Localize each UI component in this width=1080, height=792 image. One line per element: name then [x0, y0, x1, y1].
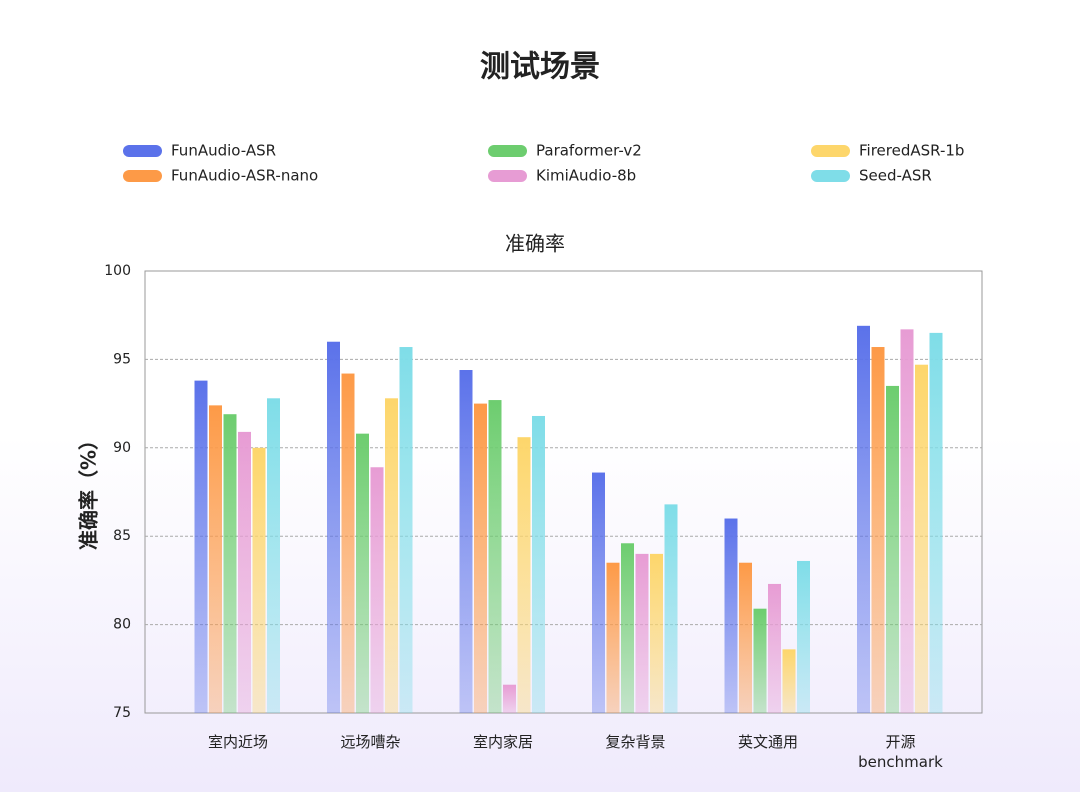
legend-swatch [123, 145, 162, 157]
bar [385, 398, 398, 713]
bar [341, 373, 355, 713]
bar [459, 370, 473, 713]
x-tick-label: 远场嘈杂 [340, 733, 401, 751]
bar [900, 329, 914, 713]
bar [857, 325, 870, 713]
legend-swatch [811, 145, 850, 157]
bar [517, 437, 531, 713]
bar [327, 341, 340, 713]
bar [871, 347, 885, 713]
bar [606, 562, 620, 713]
chart-title: 测试场景 [480, 50, 600, 85]
bar [886, 385, 899, 713]
legend-label: FireredASR-1b [859, 142, 964, 160]
y-tick-label: 75 [113, 705, 131, 721]
bar [782, 649, 796, 713]
legend-label: Paraformer-v2 [536, 142, 642, 160]
legend-label: FunAudio-ASR-nano [171, 167, 318, 185]
chart-subtitle: 准确率 [505, 232, 565, 256]
bar [252, 447, 266, 713]
bar [488, 400, 502, 713]
bar [356, 433, 369, 713]
bar [194, 380, 208, 713]
plot-frame [144, 270, 983, 714]
y-axis-title: 准确率（%） [77, 430, 101, 550]
bar [267, 398, 280, 713]
bar [768, 583, 781, 713]
legend-swatch [811, 170, 850, 182]
bar [635, 553, 649, 713]
y-tick-label: 100 [104, 263, 131, 279]
legend-label: Seed-ASR [859, 167, 932, 185]
y-tick-label: 80 [113, 617, 131, 633]
bar [223, 414, 237, 713]
bar [474, 403, 487, 713]
x-tick-label: 英文通用 [737, 733, 798, 751]
bar [592, 472, 605, 713]
x-tick-label: 开源 benchmark [858, 733, 943, 771]
bar [915, 364, 928, 713]
bar [753, 608, 767, 713]
bar [739, 562, 752, 713]
y-tick-label: 90 [113, 440, 131, 456]
bar [664, 504, 678, 713]
bar [209, 405, 222, 713]
bar [621, 543, 634, 713]
y-tick-label: 85 [113, 528, 131, 544]
legend-swatch [488, 170, 527, 182]
bar [370, 467, 384, 713]
x-tick-label: 复杂背景 [605, 733, 666, 751]
legend-label: FunAudio-ASR [171, 142, 276, 160]
legend-swatch [488, 145, 527, 157]
bar [929, 332, 943, 713]
bar [724, 518, 738, 713]
bar [797, 560, 810, 713]
x-tick-label: 室内近场 [207, 733, 268, 751]
legend-swatch [123, 170, 162, 182]
bar [532, 415, 545, 713]
legend-label: KimiAudio-8b [536, 167, 636, 185]
x-tick-label: 室内家居 [472, 733, 533, 751]
bar [503, 684, 516, 713]
y-tick-label: 95 [113, 351, 131, 367]
bar [650, 553, 663, 713]
bar [238, 431, 251, 713]
bar [399, 347, 413, 713]
